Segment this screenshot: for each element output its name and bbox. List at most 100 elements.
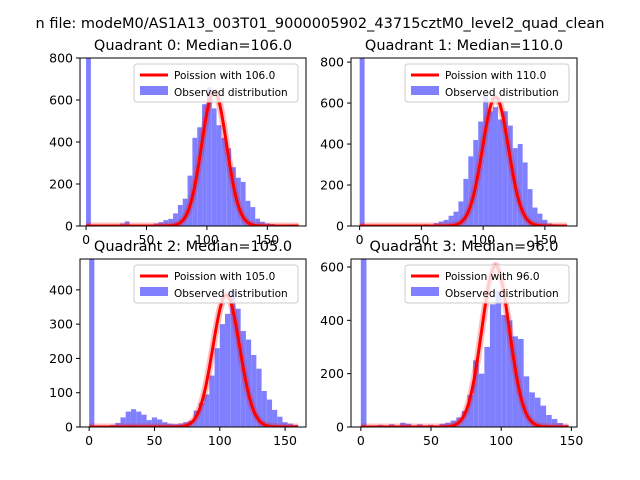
y-tick-label: 200: [320, 366, 344, 381]
x-tick-label: 100: [195, 232, 219, 247]
histogram-bar: [177, 205, 183, 226]
histogram-bar: [529, 392, 535, 427]
poisson-curve-glow: [360, 261, 569, 427]
histogram-bar: [557, 423, 563, 427]
histogram-bar: [124, 221, 130, 226]
y-tick-label: 0: [65, 420, 73, 435]
histogram-bar: [256, 368, 262, 427]
legend-bar-label: Observed distribution: [174, 288, 288, 300]
histogram-bar: [136, 411, 142, 427]
histogram-bar: [463, 178, 469, 226]
histogram-bar: [534, 397, 541, 427]
y-tick-label: 200: [320, 178, 344, 193]
histogram-bar: [532, 207, 538, 226]
histogram-bar: [523, 376, 530, 427]
histogram-bar: [489, 304, 496, 427]
histogram-bar: [527, 189, 533, 226]
x-tick-label: 50: [423, 433, 439, 448]
histogram-bar: [125, 411, 131, 427]
legend-bar-label: Observed distribution: [445, 288, 559, 300]
histogram-bar: [214, 348, 220, 427]
histogram-bar: [537, 213, 543, 226]
histogram-bar: [251, 355, 257, 427]
y-tick-label: 600: [320, 96, 344, 111]
y-tick-label: 200: [49, 177, 73, 192]
histogram-bar: [473, 360, 479, 427]
histogram-bar: [501, 315, 507, 427]
histogram-bar: [250, 207, 256, 226]
histogram-bar: [483, 94, 489, 226]
x-tick-label: 150: [273, 433, 297, 448]
x-tick-label: 50: [413, 232, 429, 247]
x-tick-label: 100: [489, 433, 513, 448]
histogram-bar: [518, 339, 524, 427]
histogram-bar: [445, 422, 451, 427]
histogram-bar: [168, 218, 174, 226]
histogram-bar: [261, 391, 267, 427]
histogram-bar: [216, 125, 222, 226]
poisson-curve: [359, 95, 568, 226]
x-tick-label: 150: [559, 433, 583, 448]
histogram-bar: [158, 222, 164, 226]
histogram-bar: [89, 259, 95, 427]
poisson-curve: [360, 264, 569, 427]
histogram-bar: [141, 414, 147, 427]
axes-frame: [350, 258, 578, 428]
legend: Poission with 105.0 Observed distribution: [133, 264, 299, 304]
quadrant-panel-1: 0 50 100 150 0 200 400 600 800 Quadrant 1: Median…: [320, 38, 578, 247]
histogram-bar: [512, 336, 519, 427]
histogram-bar: [551, 419, 558, 427]
axes-frame: [79, 258, 307, 428]
histogram-bar: [197, 127, 203, 226]
histogram-bar: [493, 107, 498, 226]
legend-bar-label: Observed distribution: [174, 87, 288, 99]
histogram-bar: [163, 220, 169, 226]
histogram-bar: [231, 167, 236, 226]
panel-title: Quadrant 0: Median=106.0: [94, 38, 292, 54]
legend-line-label: Poission with 110.0: [445, 70, 546, 82]
histogram-bar: [461, 411, 468, 427]
histogram-bar: [453, 211, 459, 226]
histogram-bar: [130, 409, 137, 427]
legend-bar-swatch: [140, 86, 168, 95]
histogram-bar: [540, 405, 547, 427]
plot-area: [88, 259, 299, 427]
histogram-bar: [221, 137, 227, 226]
histogram-bar: [260, 221, 265, 226]
legend-line-label: Poission with 96.0: [445, 271, 540, 283]
histogram-bar: [235, 308, 241, 427]
histogram-bar: [478, 121, 484, 226]
legend: Poission with 96.0 Observed distribution: [404, 264, 570, 304]
quadrant-panel-2: 0 50 100 150 0 100 200 300 400 Quadrant 2: Median…: [49, 239, 307, 448]
histogram-bar: [282, 422, 288, 427]
histogram-bar: [245, 200, 251, 226]
histogram-bar: [272, 409, 278, 427]
legend-line-label: Poission with 105.0: [174, 271, 275, 283]
poisson-curve-glow: [89, 291, 299, 427]
legend-box: [133, 264, 299, 304]
panel-title: Quadrant 1: Median=110.0: [365, 38, 563, 54]
legend-box: [133, 63, 299, 103]
legend-box: [404, 264, 570, 304]
legend-box: [404, 63, 570, 103]
histogram-bar: [517, 144, 523, 226]
y-tick-label: 600: [49, 93, 73, 108]
x-tick-label: 150: [255, 232, 279, 247]
histogram-bar: [173, 213, 178, 226]
x-tick-label: 50: [139, 232, 155, 247]
poisson-curve: [88, 293, 299, 427]
histogram-bar: [458, 201, 464, 226]
y-tick-label: 400: [320, 137, 344, 152]
histogram-bar: [438, 221, 444, 226]
y-tick-label: 0: [336, 420, 344, 435]
legend: Poission with 110.0 Observed distribution: [404, 63, 570, 103]
histogram-bar: [484, 347, 490, 427]
histogram-bar: [450, 420, 457, 427]
x-tick-label: 100: [208, 433, 232, 448]
histogram-bar: [502, 111, 508, 226]
legend-bar-swatch: [411, 287, 439, 296]
y-tick-label: 0: [65, 219, 73, 234]
histogram-bar: [157, 419, 163, 427]
histogram-bar: [86, 58, 91, 226]
histogram-bar: [146, 420, 152, 427]
